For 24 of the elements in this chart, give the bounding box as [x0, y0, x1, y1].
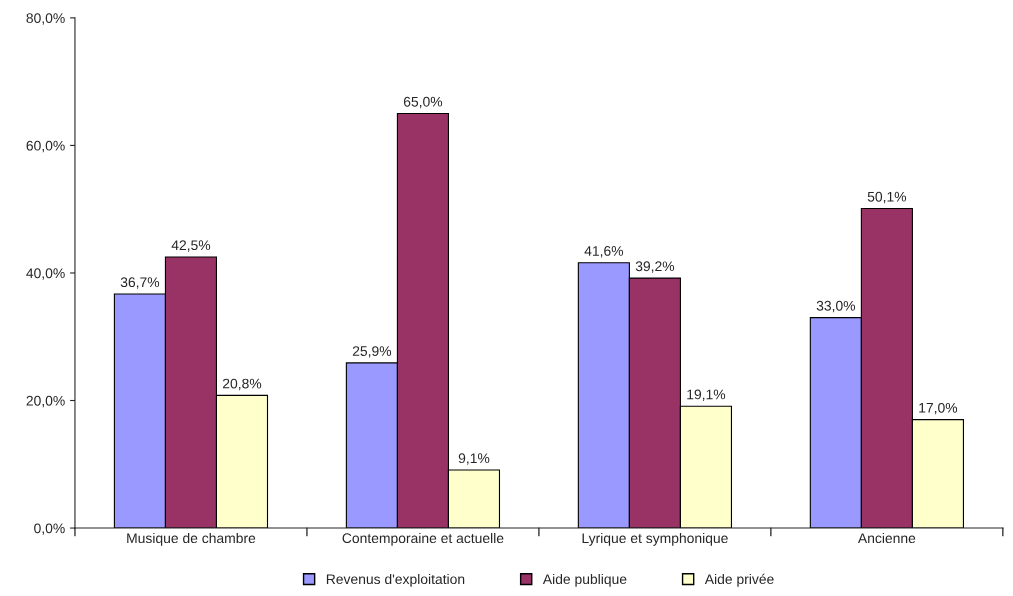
data-label: 17,0% — [919, 402, 958, 415]
data-label: 65,0% — [403, 96, 443, 109]
x-tick-label: Musique de chambre — [127, 532, 256, 546]
data-label: 36,7% — [120, 277, 160, 289]
legend-label: Aide publique — [542, 573, 627, 587]
legend-label: Revenus d'exploitation — [326, 573, 465, 587]
y-tick-label: 20,0% — [26, 395, 65, 408]
data-label: 41,6% — [584, 246, 624, 258]
x-tick-label: Ancienne — [857, 532, 916, 544]
y-tick-label: 80,0% — [26, 13, 65, 25]
data-label: 50,1% — [867, 191, 907, 204]
data-label: 25,9% — [352, 346, 392, 358]
y-tick-label: 60,0% — [26, 140, 65, 153]
y-tick-label: 40,0% — [26, 268, 65, 280]
x-tick-label: Contemporaine et actuelle — [342, 532, 504, 546]
y-tick-label: 0,0% — [34, 523, 65, 535]
legend-label: Aide privée — [704, 573, 774, 587]
data-label: 42,5% — [171, 240, 211, 252]
data-label: 39,2% — [635, 261, 675, 273]
data-label: 9,1% — [458, 453, 490, 465]
x-tick-label: Lyrique et symphonique — [582, 532, 728, 546]
data-label: 33,0% — [816, 300, 856, 313]
data-label: 20,8% — [222, 378, 262, 391]
data-label: 19,1% — [687, 389, 726, 401]
